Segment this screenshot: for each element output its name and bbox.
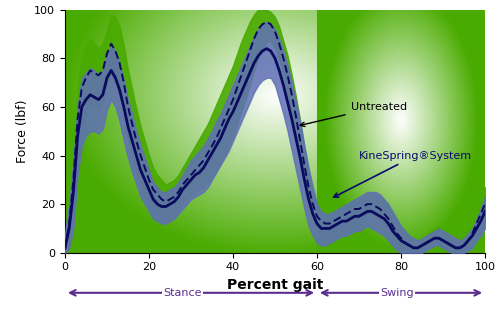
- Text: Swing: Swing: [380, 288, 414, 298]
- X-axis label: Percent gait: Percent gait: [227, 278, 323, 292]
- Text: Stance: Stance: [164, 288, 202, 298]
- Text: Untreated: Untreated: [300, 102, 406, 126]
- Y-axis label: Force (lbf): Force (lbf): [16, 99, 28, 163]
- Text: KineSpring®System: KineSpring®System: [334, 151, 472, 197]
